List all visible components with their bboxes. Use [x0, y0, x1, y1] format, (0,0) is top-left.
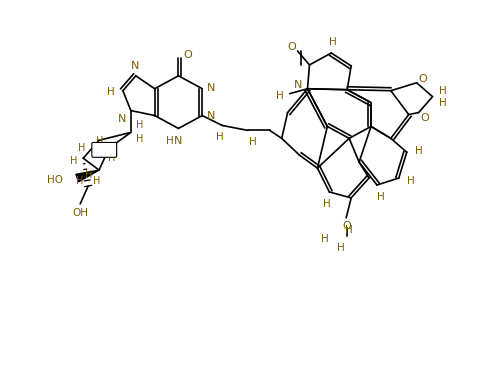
Text: N: N — [294, 80, 302, 90]
Text: H: H — [321, 234, 329, 244]
Text: H: H — [407, 176, 415, 186]
Text: H: H — [85, 170, 93, 180]
Text: N: N — [207, 83, 215, 93]
Text: H: H — [276, 91, 283, 101]
Text: O: O — [287, 42, 296, 52]
Text: HO: HO — [47, 175, 63, 185]
Text: H: H — [439, 86, 446, 96]
Text: H: H — [96, 136, 104, 146]
Text: H: H — [323, 199, 331, 209]
Text: Abs: Abs — [97, 145, 111, 154]
Text: H: H — [249, 137, 257, 147]
Text: N: N — [118, 114, 126, 124]
Text: N: N — [207, 111, 215, 121]
Text: H: H — [94, 176, 101, 186]
Text: H: H — [439, 98, 446, 108]
Text: O: O — [418, 74, 427, 84]
Text: H: H — [76, 176, 83, 186]
Text: H: H — [108, 153, 116, 163]
Text: H: H — [107, 87, 115, 97]
Text: H: H — [166, 136, 174, 146]
Text: H: H — [377, 192, 385, 202]
FancyBboxPatch shape — [92, 142, 117, 157]
Text: H: H — [337, 242, 345, 252]
Text: O: O — [420, 113, 429, 123]
Text: H: H — [136, 120, 144, 131]
Text: O: O — [343, 221, 351, 231]
Text: H: H — [216, 132, 224, 142]
Polygon shape — [76, 170, 99, 182]
Text: H: H — [345, 225, 353, 235]
Text: H: H — [329, 37, 337, 47]
Text: OH: OH — [72, 208, 88, 218]
Text: O: O — [183, 50, 192, 60]
Text: N: N — [131, 61, 139, 71]
Text: H: H — [69, 156, 77, 166]
Text: N: N — [174, 136, 183, 146]
Text: H: H — [78, 143, 85, 153]
Text: H: H — [415, 146, 423, 156]
Text: H: H — [136, 134, 144, 144]
